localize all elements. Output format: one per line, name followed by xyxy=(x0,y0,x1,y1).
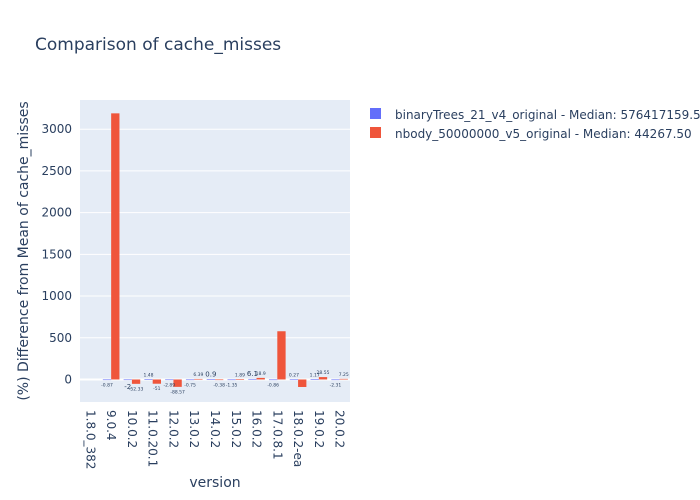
y-axis-ticks: 0 500 1000 1500 2000 2500 3000 xyxy=(41,122,72,386)
x-tick-label: 18.0.2-ea xyxy=(291,410,305,467)
y-tick-label: 1500 xyxy=(41,247,72,261)
bar-nbody xyxy=(298,379,307,387)
y-axis-title: (%) Difference from Mean of cache_misses xyxy=(16,101,32,400)
bar-value-label: 1.89 xyxy=(235,372,245,378)
bar-binarytrees xyxy=(248,378,257,380)
plot-background xyxy=(80,100,350,402)
bars xyxy=(102,113,348,387)
x-tick-label: 15.0.2 xyxy=(229,410,243,448)
bar-value-label: -0.75 xyxy=(184,383,196,389)
legend-item-binarytrees[interactable]: binaryTrees_21_v4_original - Median: 576… xyxy=(370,108,700,122)
bar-value-label: 7.25 xyxy=(339,372,349,378)
legend-swatch-nbody xyxy=(370,127,381,138)
x-tick-label: 19.0.2 xyxy=(312,410,326,448)
bar-value-label: -0.86 xyxy=(267,383,279,389)
x-tick-label: 11.0.20.1 xyxy=(146,410,160,467)
bar-nbody xyxy=(235,379,245,380)
bar-nbody xyxy=(173,379,182,387)
bar-binarytrees xyxy=(102,379,112,381)
x-tick-label: 13.0.2 xyxy=(187,410,201,448)
bar-binarytrees xyxy=(310,379,319,380)
x-tick-label: 16.0.2 xyxy=(250,410,264,448)
bar-value-label: -1.35 xyxy=(226,383,238,389)
bar-nbody xyxy=(277,331,286,380)
bar-value-label: -51 xyxy=(153,386,160,392)
x-tick-label: 9.0.4 xyxy=(104,410,118,441)
bar-nbody xyxy=(111,113,120,380)
bar-value-label: 0.9 xyxy=(205,370,216,378)
bar-value-label: 1.17 xyxy=(310,372,320,378)
bar-nbody xyxy=(339,378,348,380)
bar-nbody xyxy=(215,379,224,381)
legend-item-nbody[interactable]: nbody_50000000_v5_original - Median: 442… xyxy=(370,127,692,141)
bar-value-label: 6.39 xyxy=(193,372,203,378)
y-tick-label: 1000 xyxy=(41,289,72,303)
bar-value-label: -2.89 xyxy=(163,383,175,389)
bar-value-label: -0.87 xyxy=(101,383,113,389)
bar-nbody xyxy=(256,377,265,380)
y-tick-label: 500 xyxy=(49,331,72,345)
bar-value-label: -52.33 xyxy=(129,386,144,392)
y-tick-label: 2000 xyxy=(41,206,72,220)
x-tick-label: 17.0.8.1 xyxy=(270,410,284,460)
x-tick-label: 1.8.0_382 xyxy=(83,410,97,469)
bar-nbody xyxy=(318,377,328,380)
bar-binarytrees xyxy=(206,379,215,381)
x-axis-ticks: 1.8.0_382 9.0.4 10.0.2 11.0.20.1 12.0.2 13.0.… xyxy=(83,410,346,469)
bar-binarytrees xyxy=(165,379,174,381)
legend-label-binarytrees: binaryTrees_21_v4_original - Median: 576… xyxy=(395,108,700,122)
bar-value-label: 1.48 xyxy=(144,372,154,378)
bar-nbody xyxy=(152,379,161,384)
bar-value-label: 6.1 xyxy=(247,370,258,378)
x-tick-label: 20.0.2 xyxy=(333,410,347,448)
x-tick-label: 14.0.2 xyxy=(208,410,222,448)
bar-value-label: 0.27 xyxy=(289,372,299,378)
bar-value-label: 18.9 xyxy=(256,371,266,377)
chart-title: Comparison of cache_misses xyxy=(35,35,281,55)
y-tick-label: 0 xyxy=(64,372,72,386)
bar-value-label: -2 xyxy=(124,383,131,391)
bar-binarytrees xyxy=(144,379,153,380)
bar-value-label: -88.57 xyxy=(170,389,185,395)
y-tick-label: 2500 xyxy=(41,164,72,178)
bar-value-label: -0.38 xyxy=(213,383,225,389)
x-axis-title: version xyxy=(189,475,240,491)
legend[interactable]: binaryTrees_21_v4_original - Median: 576… xyxy=(370,108,700,141)
bar-binarytrees xyxy=(227,379,236,381)
x-tick-label: 10.0.2 xyxy=(125,410,139,448)
bar-labels: -0.87 -2 1.48 -2.89 -0.75 0.9 -1.35 6.1 -0.86 0.2… xyxy=(101,370,349,395)
bar-binarytrees xyxy=(269,379,278,381)
bar-binarytrees xyxy=(185,379,195,381)
bar-value-label: -2.31 xyxy=(330,383,342,389)
y-tick-label: 3000 xyxy=(41,122,72,136)
bar-value-label: 28.55 xyxy=(317,370,330,376)
bar-binarytrees xyxy=(123,379,132,381)
bar-nbody xyxy=(131,379,141,384)
bar-binarytrees xyxy=(331,379,340,381)
x-tick-label: 12.0.2 xyxy=(166,410,180,448)
bar-binarytrees xyxy=(289,379,299,381)
legend-swatch-binarytrees xyxy=(370,108,381,119)
bar-nbody xyxy=(194,378,203,380)
legend-label-nbody: nbody_50000000_v5_original - Median: 442… xyxy=(395,127,692,141)
